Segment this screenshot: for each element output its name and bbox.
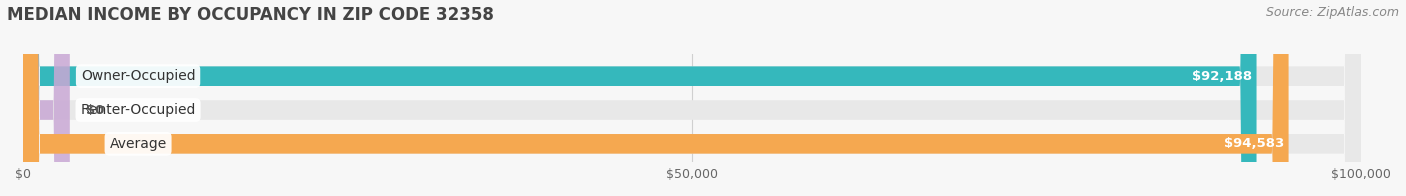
Text: Source: ZipAtlas.com: Source: ZipAtlas.com	[1265, 6, 1399, 19]
Text: $0: $0	[86, 103, 104, 116]
Text: $94,583: $94,583	[1225, 137, 1285, 150]
FancyBboxPatch shape	[22, 0, 1288, 196]
FancyBboxPatch shape	[22, 0, 1361, 196]
FancyBboxPatch shape	[22, 0, 1257, 196]
Text: Average: Average	[110, 137, 167, 151]
Text: MEDIAN INCOME BY OCCUPANCY IN ZIP CODE 32358: MEDIAN INCOME BY OCCUPANCY IN ZIP CODE 3…	[7, 6, 494, 24]
FancyBboxPatch shape	[22, 0, 70, 196]
FancyBboxPatch shape	[22, 0, 1361, 196]
Text: Owner-Occupied: Owner-Occupied	[80, 69, 195, 83]
Text: Renter-Occupied: Renter-Occupied	[80, 103, 195, 117]
Text: $92,188: $92,188	[1192, 70, 1253, 83]
FancyBboxPatch shape	[22, 0, 1361, 196]
